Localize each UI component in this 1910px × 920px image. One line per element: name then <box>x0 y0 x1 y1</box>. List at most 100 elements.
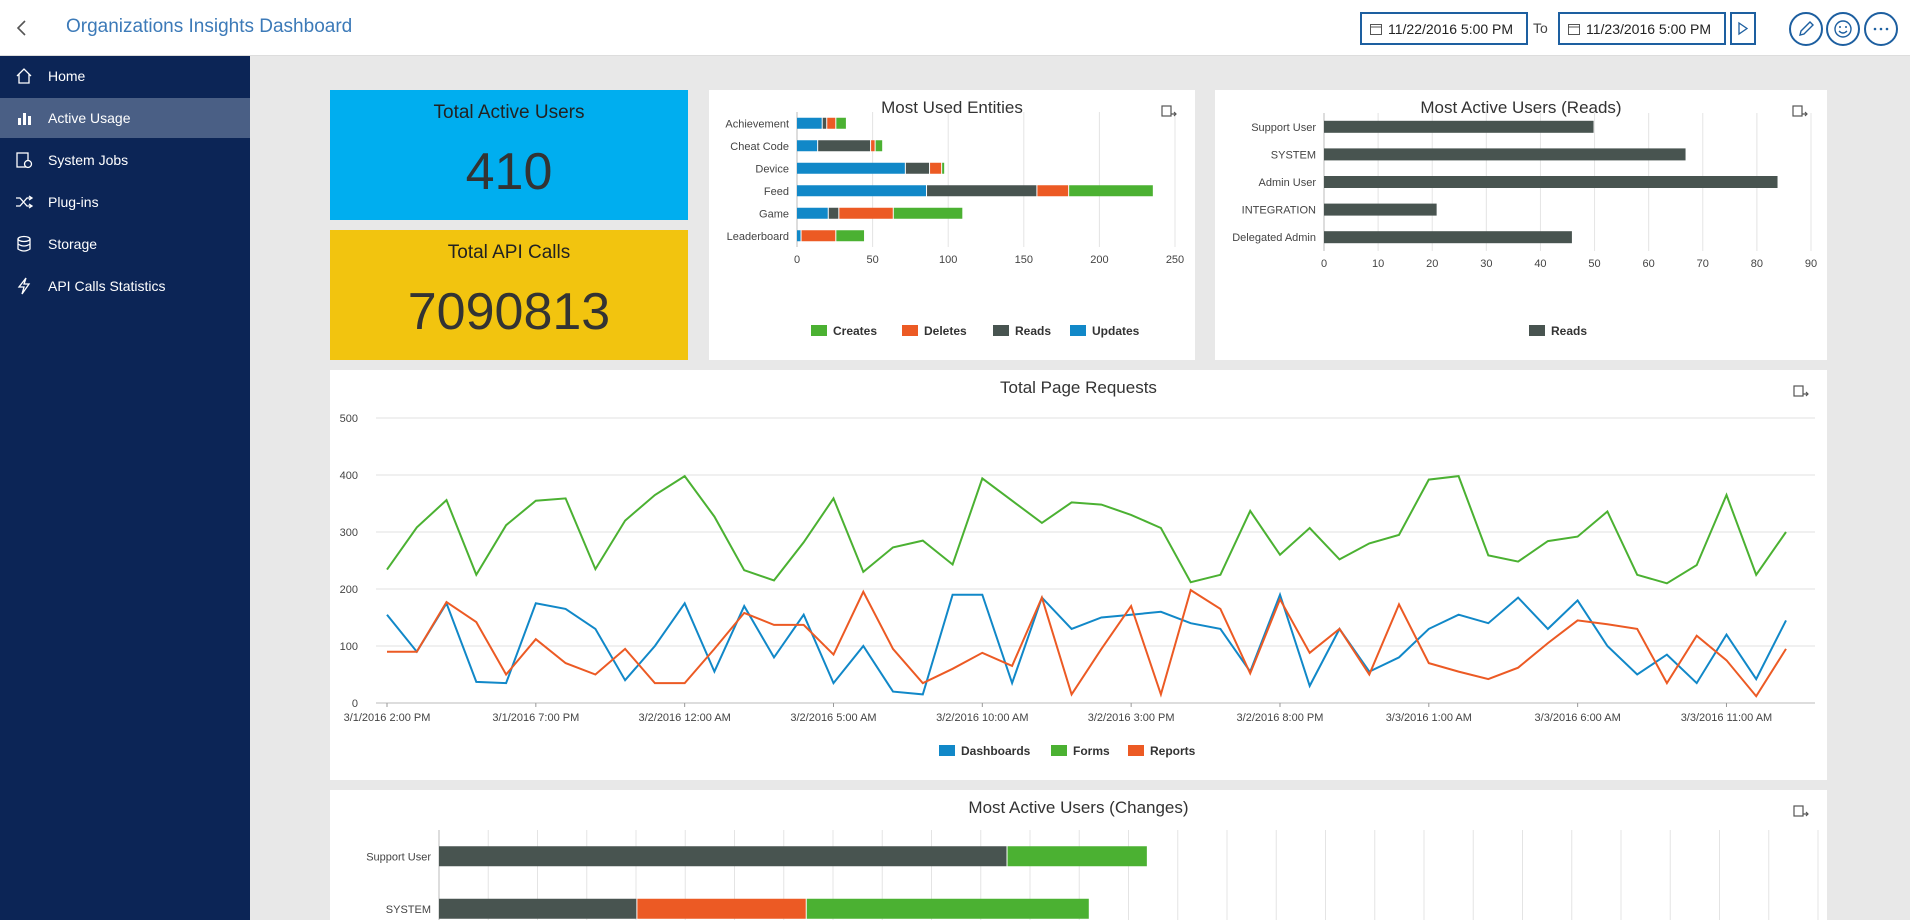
bar <box>439 846 1007 867</box>
smiley-icon <box>1834 20 1852 38</box>
y-tick-label: Delegated Admin <box>1232 232 1316 244</box>
x-tick-label: 3/2/2016 5:00 AM <box>790 712 876 724</box>
bar <box>797 185 927 197</box>
y-tick-label: SYSTEM <box>386 904 431 916</box>
bar <box>1324 148 1686 161</box>
sidebar-item-plug-ins[interactable]: Plug-ins <box>0 182 250 222</box>
x-tick-label: 3/2/2016 8:00 PM <box>1237 712 1324 724</box>
x-tick-label: 70 <box>1697 258 1709 270</box>
calendar-icon <box>1370 23 1382 35</box>
y-tick-label: SYSTEM <box>1271 149 1316 161</box>
y-tick-label: 300 <box>340 527 358 539</box>
x-tick-label: 10 <box>1372 258 1384 270</box>
tile-title: Total API Calls <box>447 242 571 263</box>
x-tick-label: 3/3/2016 6:00 AM <box>1535 712 1621 724</box>
legend-swatch <box>1051 745 1067 756</box>
y-tick-label: 400 <box>340 470 358 482</box>
feedback-button[interactable] <box>1826 12 1860 46</box>
bar <box>797 230 801 242</box>
bar <box>797 162 905 174</box>
chart-title: Total Page Requests <box>1000 378 1157 397</box>
bar <box>827 117 836 129</box>
x-tick-label: 50 <box>866 254 878 266</box>
bar <box>828 207 839 219</box>
most-used-entities-chart: 0 50 100 150 200 250 Achievement Cheat Code Devi… <box>725 112 1184 338</box>
bar <box>818 140 871 152</box>
sidebar-item-label: System Jobs <box>48 152 129 168</box>
tile-title: Total Active Users <box>433 102 585 123</box>
play-icon <box>1738 21 1749 36</box>
y-tick-label: 500 <box>340 413 358 425</box>
legend-swatch <box>902 325 918 336</box>
sidebar-item-system-jobs[interactable]: System Jobs <box>0 140 250 180</box>
export-icon[interactable] <box>1791 102 1809 120</box>
total-api-calls-tile[interactable]: Total API Calls 7090813 <box>330 230 688 360</box>
y-tick-label: 200 <box>340 584 358 596</box>
edit-button[interactable] <box>1789 12 1823 46</box>
shuffle-icon <box>16 195 34 209</box>
top-bar: Organizations Insights Dashboard 11/22/2… <box>0 0 1910 56</box>
x-tick-label: 3/2/2016 10:00 AM <box>936 712 1028 724</box>
y-tick-label: 100 <box>340 641 358 653</box>
legend-label: Reads <box>1015 324 1051 338</box>
date-to-value: 11/23/2016 5:00 PM <box>1586 20 1712 37</box>
bar <box>1324 231 1572 244</box>
bar <box>875 140 883 152</box>
export-icon[interactable] <box>1792 802 1810 820</box>
x-tick-label: 3/3/2016 1:00 AM <box>1386 712 1472 724</box>
y-tick-label: INTEGRATION <box>1242 205 1316 217</box>
x-tick-label: 40 <box>1534 258 1546 270</box>
legend-swatch <box>1128 745 1144 756</box>
legend-swatch <box>811 325 827 336</box>
more-button[interactable] <box>1864 12 1898 46</box>
bar <box>1007 846 1147 867</box>
export-icon[interactable] <box>1160 102 1178 120</box>
run-button[interactable] <box>1730 12 1756 45</box>
calendar-icon <box>1568 23 1580 35</box>
x-tick-label: 200 <box>1090 254 1108 266</box>
series-line <box>386 474 1787 585</box>
bar <box>836 117 846 129</box>
legend-label: Updates <box>1092 324 1140 338</box>
sidebar-item-home[interactable]: Home <box>0 56 250 96</box>
bar <box>836 230 865 242</box>
x-tick-label: 0 <box>1321 258 1327 270</box>
total-page-requests-card: Total Page Requests 0 100 200 300 400 500 3/1/… <box>330 370 1827 780</box>
series-line <box>387 588 1787 698</box>
date-from-field[interactable]: 11/22/2016 5:00 PM <box>1360 12 1528 45</box>
bar-chart-icon <box>18 113 31 125</box>
sidebar-item-active-usage[interactable]: Active Usage <box>0 98 250 138</box>
jobs-icon <box>16 152 33 169</box>
x-tick-label: 20 <box>1426 258 1438 270</box>
bar <box>1037 185 1069 197</box>
sidebar-item-label: Active Usage <box>48 110 131 126</box>
most-used-entities-card: Most Used Entities 0 50 100 150 200 250 Achiev… <box>709 90 1195 360</box>
sidebar-item-api-calls-statistics[interactable]: API Calls Statistics <box>0 266 250 306</box>
date-to-field[interactable]: 11/23/2016 5:00 PM <box>1558 12 1726 45</box>
y-tick-label: Support User <box>366 851 431 863</box>
most-active-users-changes-chart: Support User SYSTEM <box>366 830 1819 920</box>
chart-title: Most Active Users (Changes) <box>968 798 1189 817</box>
date-from-value: 11/22/2016 5:00 PM <box>1388 20 1514 37</box>
bar <box>797 140 818 152</box>
total-active-users-tile[interactable]: Total Active Users 410 <box>330 90 688 220</box>
x-tick-label: 100 <box>939 254 957 266</box>
sidebar: Home Active Usage System Jobs Plug-ins S… <box>0 56 250 920</box>
legend-label: Creates <box>833 324 877 338</box>
export-icon[interactable] <box>1792 382 1810 400</box>
series-line <box>386 591 1787 696</box>
bar <box>797 207 828 219</box>
y-tick-label: Cheat Code <box>730 141 789 153</box>
to-label: To <box>1533 20 1548 36</box>
back-button[interactable] <box>10 16 34 40</box>
sidebar-item-storage[interactable]: Storage <box>0 224 250 264</box>
bar <box>905 162 930 174</box>
bar <box>822 117 827 129</box>
ellipsis-icon <box>1873 27 1889 31</box>
sidebar-item-label: Plug-ins <box>48 194 99 210</box>
y-tick-label: Device <box>755 163 789 175</box>
x-tick-label: 250 <box>1166 254 1184 266</box>
legend-swatch <box>939 745 955 756</box>
y-tick-label: Achievement <box>725 118 789 130</box>
most-active-users-reads-chart: 0 10 20 30 40 50 60 70 80 90 Support User SYSTEM Adm… <box>1232 113 1817 338</box>
